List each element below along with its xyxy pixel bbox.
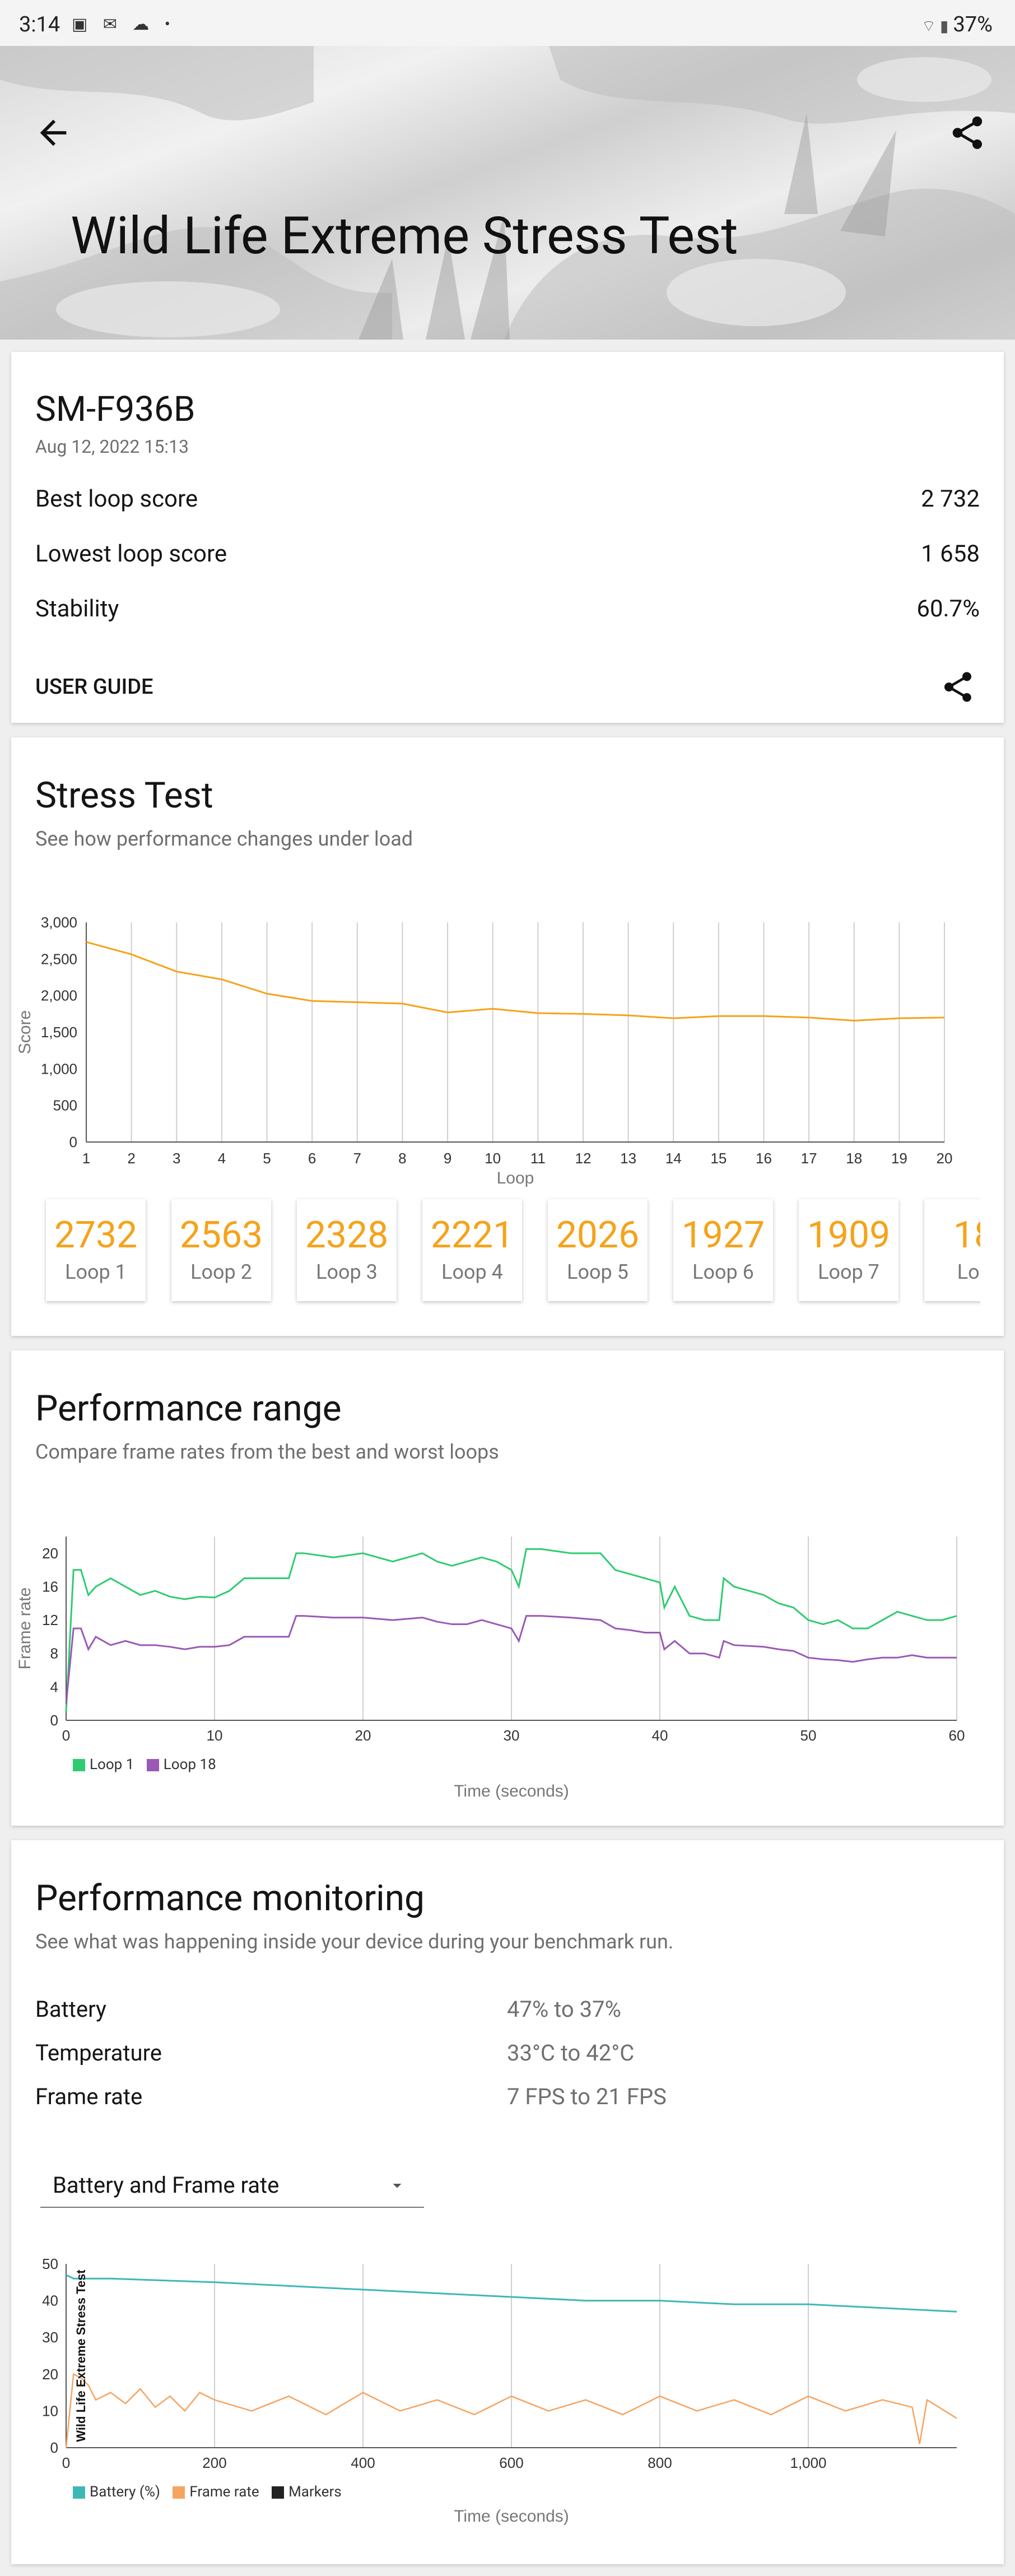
best-loop-label: Best loop score bbox=[35, 485, 198, 513]
monitoring-legend: Battery (%) Frame rate Markers bbox=[73, 2484, 342, 2500]
performance-monitoring-card: Performance monitoring See what was happ… bbox=[11, 1840, 1004, 2564]
battery-text: 37% bbox=[953, 12, 993, 37]
loop18-swatch bbox=[146, 1759, 159, 1772]
markers-swatch bbox=[272, 2486, 285, 2499]
performance-range-card: Performance range Compare frame rates fr… bbox=[11, 1350, 1004, 1826]
chevron-down-icon bbox=[393, 2184, 402, 2188]
legend-battery: Battery (%) bbox=[90, 2484, 160, 2500]
hero-background-image bbox=[0, 46, 1015, 340]
page-title: Wild Life Extreme Stress Test bbox=[71, 206, 738, 266]
test-date: Aug 12, 2022 15:13 bbox=[35, 436, 189, 457]
status-right: ⌔ ▮ 37% bbox=[921, 12, 993, 37]
status-time: 3:14 bbox=[19, 12, 60, 37]
notification-icons: ▣ ✉ ☁ • bbox=[72, 15, 176, 34]
stress-test-card: Stress Test See how performance changes … bbox=[11, 737, 1004, 1336]
battery-swatch bbox=[73, 2486, 85, 2499]
status-bar: 3:14 ▣ ✉ ☁ • ⌔ ▮ 37% bbox=[0, 0, 1015, 46]
share-icon[interactable] bbox=[948, 113, 987, 152]
battery-value: 47% to 37% bbox=[507, 1996, 621, 2022]
legend-framerate: Frame rate bbox=[189, 2484, 259, 2500]
user-guide-link[interactable]: USER GUIDE bbox=[35, 675, 153, 699]
section-subtitle: Compare frame rates from the best and wo… bbox=[35, 1440, 499, 1464]
summary-card: SM-F936B Aug 12, 2022 15:13 Best loop sc… bbox=[11, 352, 1004, 723]
hero-header: Wild Life Extreme Stress Test bbox=[0, 46, 1015, 340]
lowest-loop-value: 1 658 bbox=[921, 540, 980, 568]
share-icon[interactable] bbox=[940, 669, 976, 705]
frame-rate-label: Frame rate bbox=[35, 2083, 143, 2110]
section-subtitle: See what was happening inside your devic… bbox=[35, 1930, 674, 1953]
lowest-loop-label: Lowest loop score bbox=[35, 540, 227, 568]
back-arrow-icon[interactable] bbox=[34, 113, 73, 152]
temperature-value: 33°C to 42°C bbox=[507, 2040, 635, 2066]
section-subtitle: See how performance changes under load bbox=[35, 827, 413, 851]
temperature-label: Temperature bbox=[35, 2040, 162, 2066]
dropdown-value: Battery and Frame rate bbox=[53, 2172, 280, 2198]
frame-rate-value: 7 FPS to 21 FPS bbox=[507, 2083, 667, 2110]
section-title: Performance monitoring bbox=[35, 1877, 425, 1919]
chart-type-dropdown[interactable]: Battery and Frame rate bbox=[40, 2151, 424, 2208]
framerate-swatch bbox=[173, 2486, 185, 2499]
legend-markers: Markers bbox=[288, 2484, 342, 2500]
legend-loop1: Loop 1 bbox=[90, 1756, 134, 1773]
legend-loop18: Loop 18 bbox=[163, 1756, 216, 1773]
best-loop-value: 2 732 bbox=[921, 485, 980, 513]
section-title: Stress Test bbox=[35, 774, 213, 816]
battery-label: Battery bbox=[35, 1996, 106, 2022]
signal-icons: ⌔ ▮ bbox=[921, 17, 949, 35]
section-title: Performance range bbox=[35, 1387, 342, 1429]
loop1-swatch bbox=[73, 1759, 85, 1772]
stability-label: Stability bbox=[35, 595, 119, 623]
stability-value: 60.7% bbox=[916, 595, 980, 623]
device-name: SM-F936B bbox=[35, 389, 195, 430]
range-legend: Loop 1 Loop 18 bbox=[73, 1756, 216, 1773]
